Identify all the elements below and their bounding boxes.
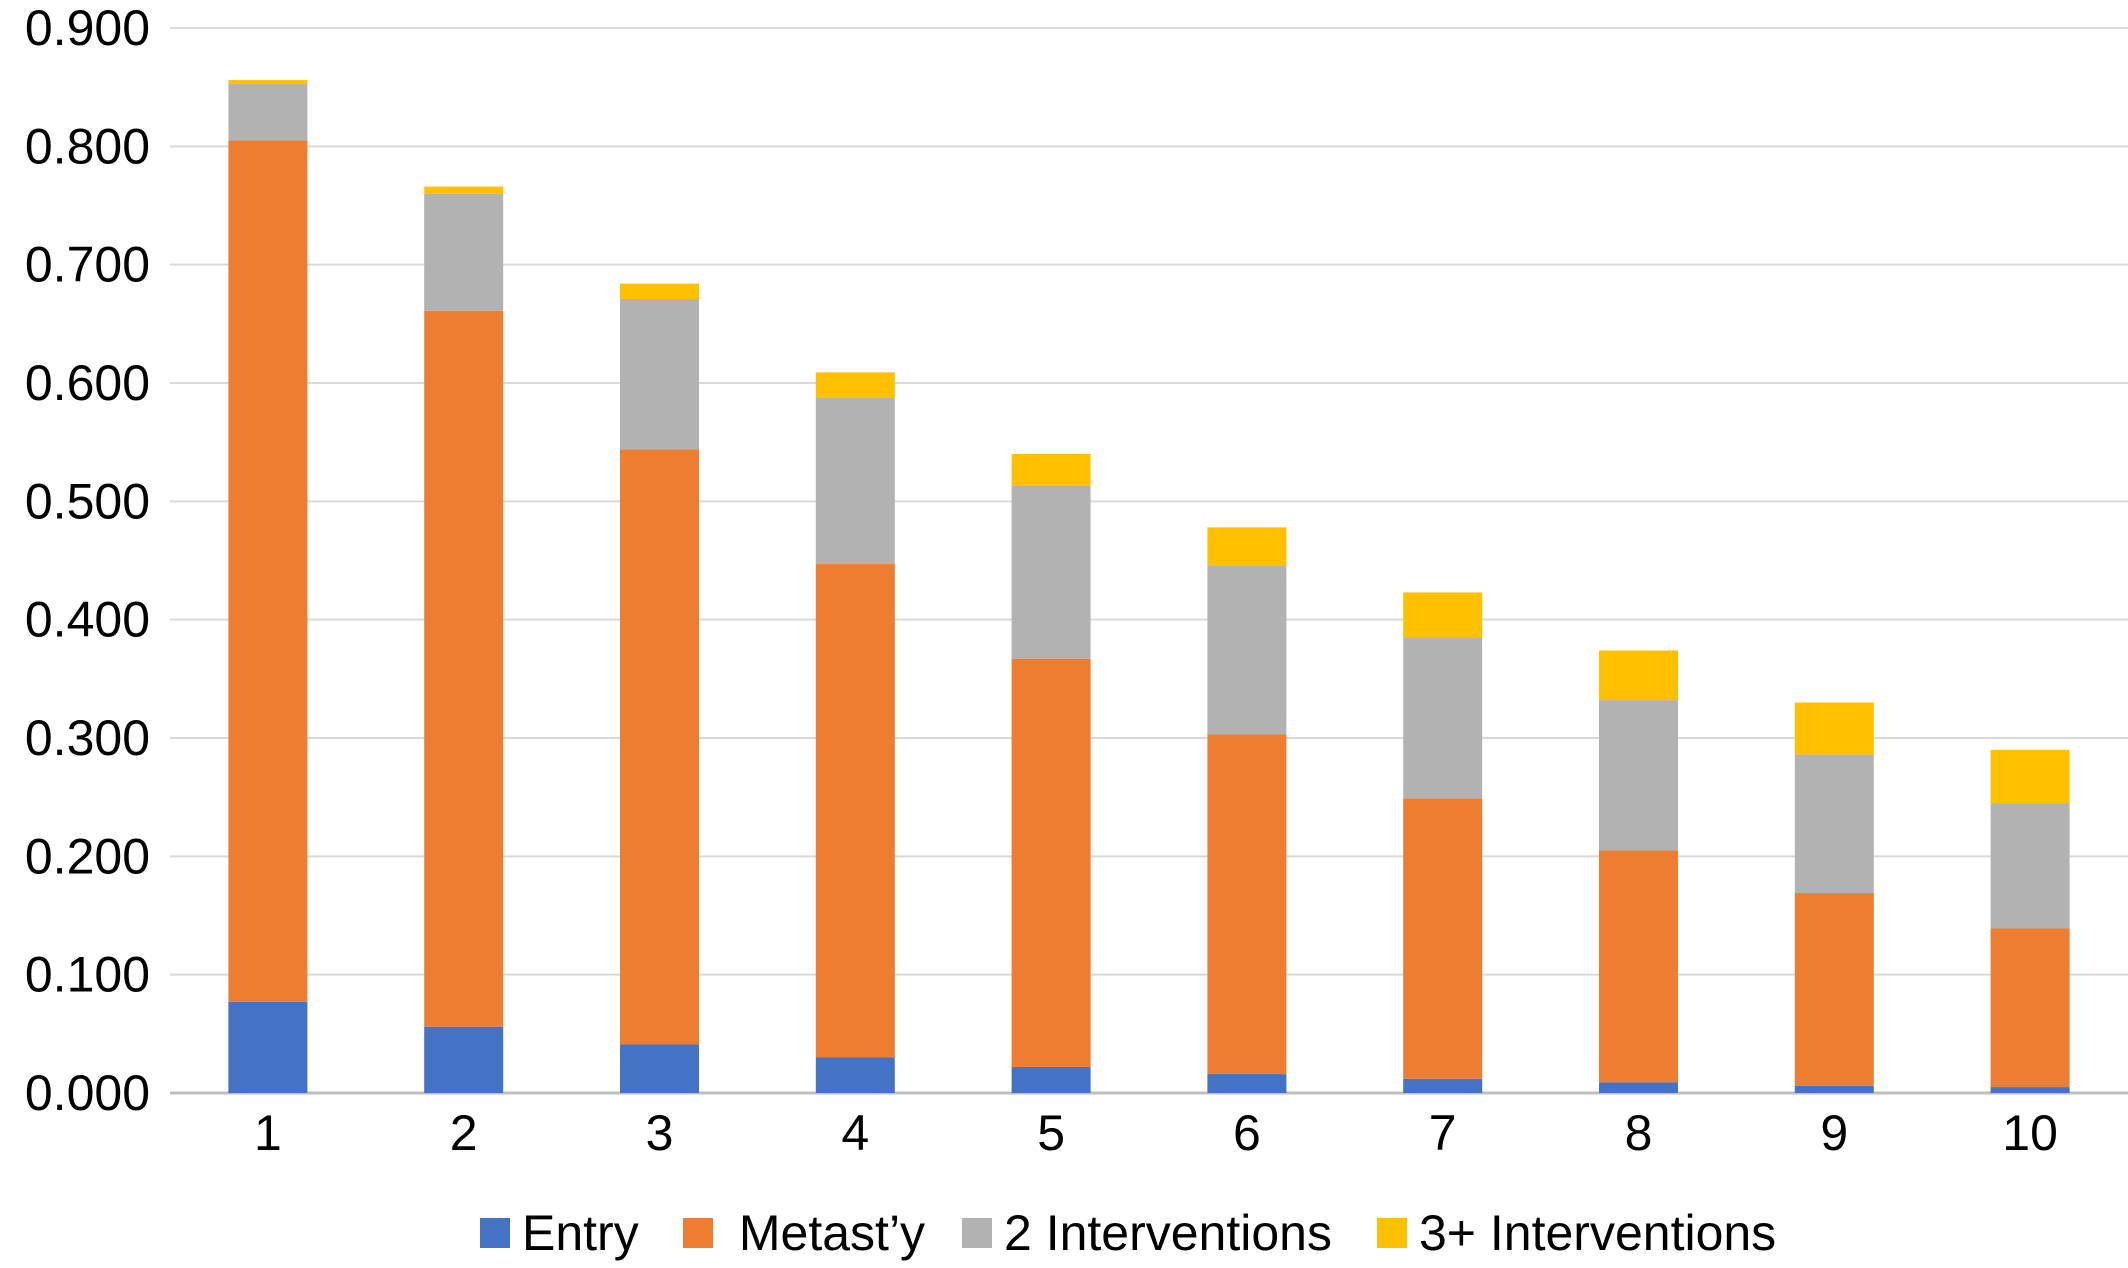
y-tick-label: 0.200 [25, 828, 150, 884]
legend-item: Metast’y [683, 1205, 925, 1261]
y-tick-label: 0.800 [25, 118, 150, 174]
bar-segment [1599, 700, 1678, 851]
bar-segment [815, 372, 895, 398]
y-tick-label: 0.700 [25, 237, 150, 293]
bar-segment [815, 1057, 895, 1093]
legend-label: Metast’y [725, 1205, 925, 1261]
x-tick-label: 4 [841, 1105, 869, 1161]
bar-segment [1794, 893, 1874, 1086]
x-tick-label: 9 [1820, 1105, 1848, 1161]
bars [228, 80, 2070, 1093]
x-tick-label: 10 [2002, 1105, 2058, 1161]
legend-item: 2 Interventions [962, 1205, 1332, 1261]
axes: 0.000 0.100 0.200 0.300 0.400 0.500 0.600 0.700… [25, 0, 2058, 1161]
legend-swatch [962, 1218, 992, 1248]
bar-segment [620, 449, 699, 1045]
y-tick-label: 0.000 [25, 1065, 150, 1121]
bar-segment [424, 1026, 504, 1093]
bar-segment [228, 83, 308, 141]
bar-segment [815, 397, 895, 565]
legend: Entry Metast’y 2 Interventions 3+ Interven… [480, 1205, 1776, 1261]
bar-segment [1599, 650, 1678, 701]
y-tick-label: 0.600 [25, 355, 150, 411]
bar-segment [620, 283, 699, 299]
bar-segment [1403, 592, 1483, 638]
bar-segment [1990, 749, 2070, 804]
legend-swatch [1377, 1218, 1407, 1248]
bar-segment [1011, 658, 1091, 1067]
y-tick-label: 0.400 [25, 592, 150, 648]
legend-label: Entry [522, 1205, 639, 1261]
x-tick-label: 2 [450, 1105, 478, 1161]
x-tick-label: 7 [1429, 1105, 1457, 1161]
x-tick-label: 1 [254, 1105, 282, 1161]
bar-segment [1403, 798, 1483, 1079]
bar-segment [1403, 1078, 1483, 1093]
legend-item: 3+ Interventions [1377, 1205, 1776, 1261]
x-tick-label: 8 [1625, 1105, 1653, 1161]
y-tick-label: 0.100 [25, 947, 150, 1003]
bar-segment [1207, 734, 1287, 1075]
bar-segment [1990, 803, 2070, 929]
bar-segment [620, 298, 699, 450]
bar-segment [228, 80, 308, 84]
bar-segment [424, 193, 504, 311]
bar-segment [1403, 637, 1483, 799]
bar-segment [228, 1001, 308, 1093]
y-tick-label: 0.900 [25, 0, 150, 56]
bar-segment [1207, 1074, 1287, 1093]
bar-segment [1011, 454, 1091, 486]
legend-label: 3+ Interventions [1419, 1205, 1776, 1261]
bar-segment [1599, 1082, 1678, 1093]
y-tick-label: 0.500 [25, 473, 150, 529]
y-tick-label: 0.300 [25, 710, 150, 766]
bar-segment [1011, 1066, 1091, 1093]
bar-segment [815, 564, 895, 1058]
x-tick-label: 5 [1037, 1105, 1065, 1161]
legend-swatch [683, 1218, 713, 1248]
bar-segment [620, 1044, 699, 1093]
x-tick-label: 3 [646, 1105, 674, 1161]
bar-segment [1011, 485, 1091, 659]
bar-segment [424, 310, 504, 1027]
legend-label: 2 Interventions [1004, 1205, 1332, 1261]
bar-segment [1990, 928, 2070, 1088]
bar-segment [1794, 702, 1874, 755]
x-tick-label: 6 [1233, 1105, 1261, 1161]
bar-segment [1990, 1087, 2070, 1093]
bar-segment [1794, 1085, 1874, 1093]
bar-segment [1794, 754, 1874, 894]
bar-segment [424, 186, 504, 194]
legend-swatch [480, 1218, 510, 1248]
bar-segment [1599, 850, 1678, 1083]
bar-segment [228, 140, 308, 1002]
bar-segment [1207, 527, 1287, 566]
legend-item: Entry [480, 1205, 639, 1261]
bar-segment [1207, 565, 1287, 735]
